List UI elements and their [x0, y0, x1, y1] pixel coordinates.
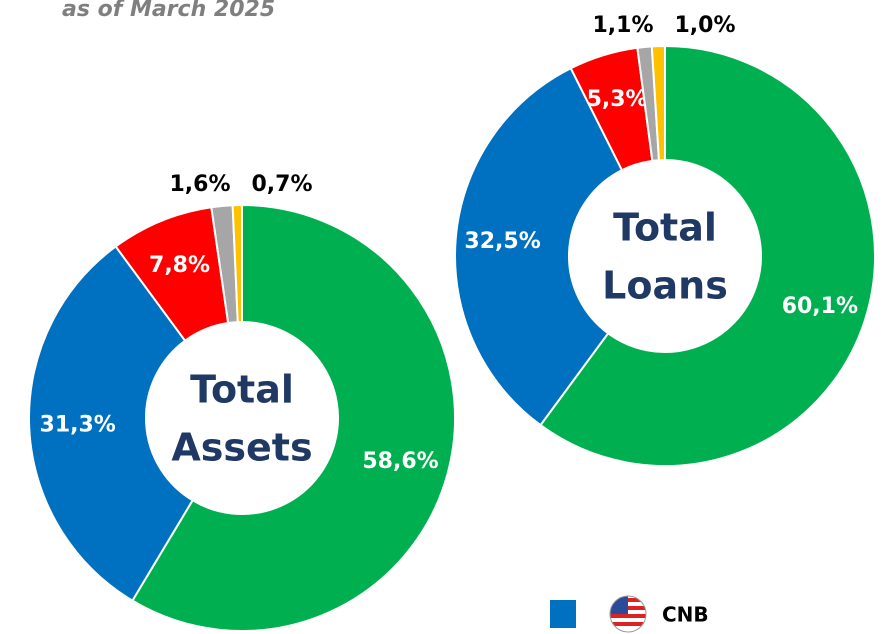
legend-swatch: [550, 600, 576, 628]
slice: [231, 203, 243, 324]
center-label: Assets: [171, 426, 312, 470]
slice: [650, 44, 666, 162]
data-label: 0,7%: [251, 172, 312, 197]
flag-icon: [609, 595, 647, 633]
slice: [454, 66, 624, 427]
data-label: 31,3%: [40, 413, 116, 438]
center-label: Total: [613, 206, 717, 250]
subtitle: as of March 2025: [62, 0, 275, 22]
data-label: 60,1%: [782, 294, 858, 319]
data-label: 1,1%: [592, 13, 653, 38]
legend-label: CNB: [662, 603, 709, 627]
slice: [131, 203, 456, 632]
data-label: 58,6%: [362, 449, 438, 474]
data-label: 1,6%: [169, 172, 230, 197]
data-label: 1,0%: [674, 13, 735, 38]
data-label: 32,5%: [464, 229, 540, 254]
center-label: Total: [190, 368, 294, 412]
data-label: 5,3%: [587, 87, 648, 112]
center-label: Loans: [602, 264, 728, 308]
slice: [539, 44, 876, 467]
slice: [28, 245, 194, 603]
data-label: 7,8%: [149, 253, 210, 278]
